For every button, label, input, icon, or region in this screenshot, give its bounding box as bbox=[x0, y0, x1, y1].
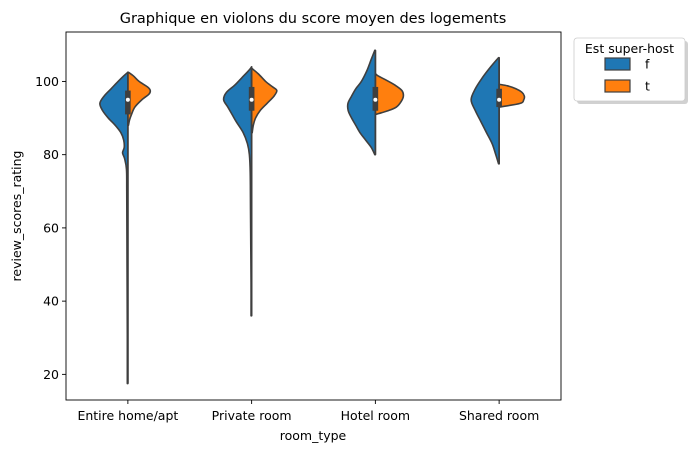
legend-swatch-f bbox=[604, 57, 631, 71]
y-tick-label: 40 bbox=[43, 294, 59, 309]
plot-bodies bbox=[99, 49, 526, 385]
y-tick-label: 100 bbox=[35, 74, 59, 89]
median-dot-2 bbox=[373, 97, 378, 102]
y-tick-label: 20 bbox=[43, 367, 59, 382]
violin-t-1 bbox=[250, 67, 278, 134]
legend-label-t: t bbox=[645, 79, 650, 94]
x-tick-label: Private room bbox=[212, 408, 292, 423]
legend-swatch-t bbox=[604, 79, 631, 93]
median-dot-0 bbox=[125, 97, 130, 102]
violin-f-0 bbox=[99, 71, 129, 385]
legend: Est super-host ft bbox=[573, 37, 688, 104]
violin-f-1 bbox=[222, 65, 253, 317]
y-tick-label: 60 bbox=[43, 220, 59, 235]
violin-t-2 bbox=[374, 73, 405, 116]
violin-f-2 bbox=[346, 49, 377, 156]
iqr-box-0 bbox=[125, 90, 131, 115]
violin-t-3 bbox=[498, 83, 526, 108]
legend-label-f: f bbox=[645, 57, 650, 72]
x-tick-label: Shared room bbox=[459, 408, 539, 423]
legend-title: Est super-host bbox=[585, 41, 674, 56]
plot-boxes bbox=[125, 50, 502, 384]
x-tick-label: Entire home/apt bbox=[77, 408, 178, 423]
median-dot-3 bbox=[497, 97, 502, 102]
y-axis: 20 40 60 80 100 bbox=[35, 74, 66, 382]
violin-t-0 bbox=[127, 71, 152, 127]
violin-f-3 bbox=[470, 56, 500, 165]
x-tick-label: Hotel room bbox=[341, 408, 410, 423]
x-axis-label: room_type bbox=[280, 428, 347, 443]
median-dot-1 bbox=[249, 97, 254, 102]
y-tick-label: 80 bbox=[43, 147, 59, 162]
x-axis: Entire home/apt Private room Hotel room Sha… bbox=[77, 400, 539, 423]
y-axis-label: review_scores_rating bbox=[9, 151, 24, 282]
plot-frame bbox=[65, 31, 562, 401]
chart-title: Graphique en violons du score moyen des … bbox=[120, 11, 507, 27]
